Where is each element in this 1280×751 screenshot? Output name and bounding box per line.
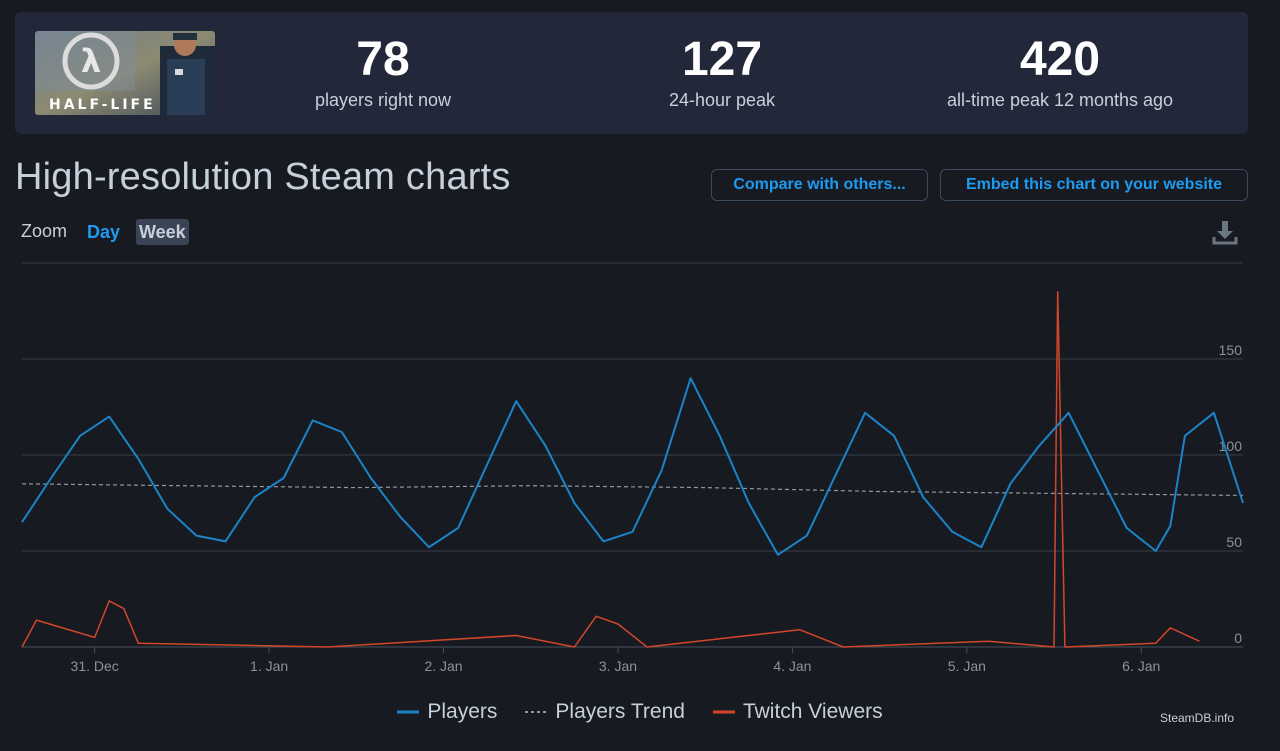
stats-header-card: λ HALF-LIFE 78 players right now 127 24-… — [15, 12, 1248, 134]
chart-credit[interactable]: SteamDB.info — [1160, 711, 1235, 725]
stat-value: 127 — [681, 33, 763, 86]
stat-value: 420 — [1019, 33, 1101, 86]
svg-text:λ: λ — [81, 42, 101, 80]
stat-value: 78 — [356, 33, 410, 86]
zoom-week-button[interactable]: Week — [136, 219, 189, 245]
stat-24h-peak: 127 24-hour peak — [622, 34, 822, 111]
legend-item-twitch-viewers[interactable]: Twitch Viewers — [712, 700, 883, 724]
zoom-label: Zoom — [21, 221, 68, 241]
legend-label: Players Trend — [555, 700, 685, 723]
stat-all-time-peak: 420 all-time peak 12 months ago — [920, 34, 1200, 111]
chart-legend: Players Players Trend Twitch Viewers — [0, 700, 1280, 724]
x-tick-label: 4. Jan — [773, 658, 811, 674]
x-tick-label: 5. Jan — [948, 658, 986, 674]
y-tick-label: 0 — [1234, 630, 1242, 646]
players-trend-line — [21, 483, 1243, 496]
legend-item-players[interactable]: Players — [397, 700, 497, 724]
players-line — [21, 377, 1244, 556]
x-tick-label: 3. Jan — [599, 658, 637, 674]
y-tick-label: 150 — [1219, 342, 1243, 358]
x-tick-label: 2. Jan — [424, 658, 462, 674]
game-logo-image: λ HALF-LIFE — [35, 31, 215, 115]
compare-button[interactable]: Compare with others... — [711, 169, 928, 201]
zoom-day-button[interactable]: Day — [87, 222, 121, 242]
legend-label: Players — [427, 700, 498, 723]
legend-label: Twitch Viewers — [742, 700, 883, 723]
x-tick-label: 31. Dec — [71, 658, 119, 674]
stat-label: 24-hour peak — [668, 90, 776, 110]
y-tick-label: 100 — [1219, 438, 1243, 454]
embed-chart-button[interactable]: Embed this chart on your website — [940, 169, 1248, 201]
player-chart[interactable]: 0 50 100 150 31. Dec 1. Jan 2. Jan 3. Jan 4. Ja… — [0, 255, 1280, 685]
y-tick-label: 50 — [1226, 534, 1242, 550]
x-tick-label: 1. Jan — [250, 658, 288, 674]
page-title: High-resolution Steam charts — [15, 156, 511, 198]
download-icon[interactable] — [1212, 219, 1238, 250]
x-tick-label: 6. Jan — [1122, 658, 1160, 674]
stat-players-now: 78 players right now — [285, 34, 481, 111]
twitch-viewers-line — [21, 291, 1200, 648]
game-logo[interactable]: λ HALF-LIFE — [35, 31, 215, 115]
stat-label: all-time peak 12 months ago — [946, 90, 1174, 110]
stat-label: players right now — [314, 90, 452, 110]
logo-text: HALF-LIFE — [49, 97, 156, 113]
legend-item-players-trend[interactable]: Players Trend — [525, 700, 685, 724]
